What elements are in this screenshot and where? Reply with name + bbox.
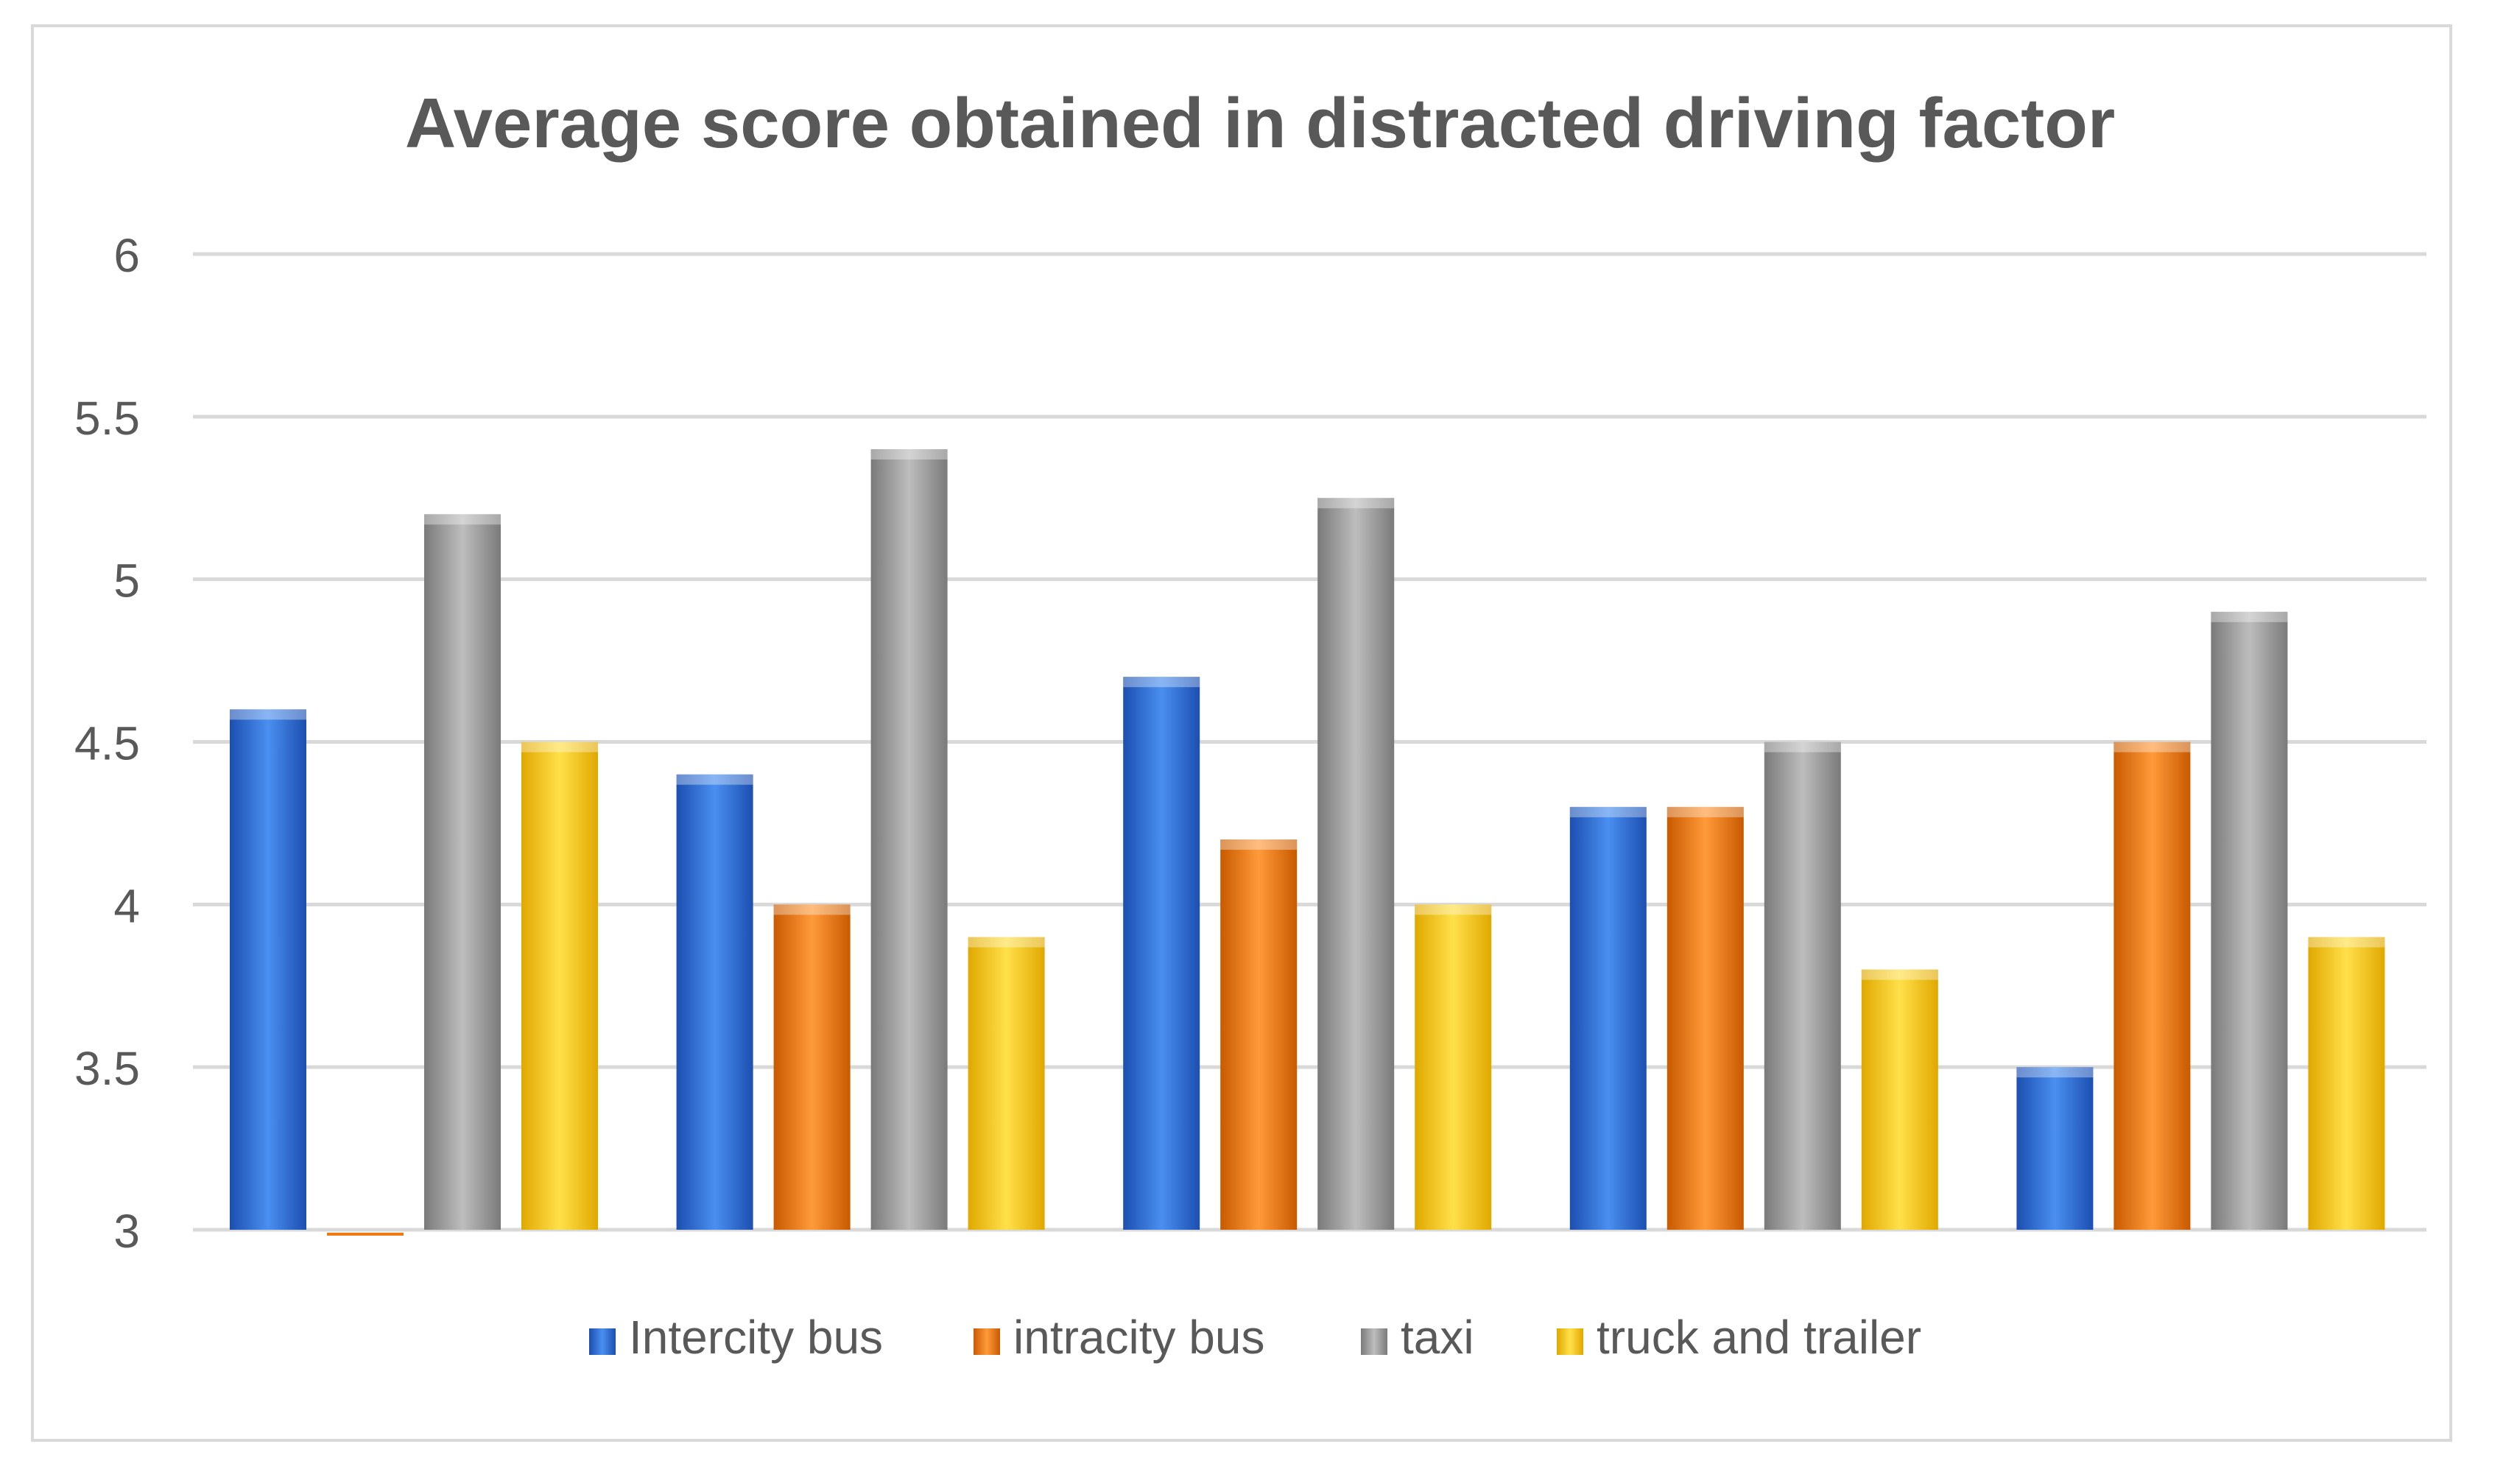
y-tick-label: 3.5 (74, 1042, 140, 1095)
bar-top-highlight (230, 709, 306, 720)
bar-intracity-bus (773, 904, 851, 1230)
legend: Intercity bus intracity bus taxi truck and … (589, 1311, 1921, 1364)
chart-title: Average score obtained in distracted dri… (405, 84, 2115, 163)
legend-label: truck and trailer (1597, 1311, 1921, 1364)
bar-top-highlight (1569, 806, 1647, 817)
bar-top-highlight (2016, 1067, 2094, 1078)
bar-truck-and-trailer (1415, 904, 1492, 1230)
bar-top-highlight (968, 937, 1045, 948)
bar-taxi (2211, 611, 2288, 1230)
bar-intercity-bus (230, 709, 306, 1230)
bar-top-highlight (1220, 839, 1298, 850)
bar-intercity-bus (2016, 1067, 2094, 1230)
legend-swatch (589, 1328, 616, 1355)
legend-label: Intercity bus (629, 1311, 883, 1364)
y-axis-tick-labels: 3 3.5 4 4.5 5 5.5 6 (74, 229, 140, 1258)
bar-top-highlight (1861, 969, 1938, 980)
bar-top-highlight (870, 449, 948, 459)
bars (230, 449, 2385, 1236)
y-tick-label: 6 (113, 229, 140, 282)
bar-truck-and-trailer (2308, 937, 2385, 1230)
bar-top-highlight (2308, 937, 2385, 948)
bar-intercity-bus (1569, 806, 1647, 1230)
y-tick-label: 4.5 (74, 717, 140, 770)
legend-label: taxi (1401, 1311, 1474, 1364)
bar-intracity-bus (1220, 839, 1298, 1230)
bar-taxi (1764, 742, 1841, 1230)
legend-swatch (1557, 1328, 1583, 1355)
bar-top-highlight (2114, 742, 2191, 753)
bar-top-highlight (1415, 904, 1492, 915)
bar-intercity-bus (676, 774, 753, 1230)
bar-top-highlight (1764, 742, 1841, 753)
bar-intercity-bus (1123, 677, 1200, 1230)
bar-taxi (1317, 498, 1395, 1230)
bar-top-highlight (424, 514, 501, 525)
bar-taxi (424, 514, 501, 1230)
bar-top-highlight (1123, 677, 1200, 688)
legend-label: intracity bus (1013, 1311, 1264, 1364)
y-tick-label: 3 (113, 1205, 140, 1258)
bar-truck-and-trailer (1861, 969, 1938, 1230)
bar-intracity-bus (1666, 806, 1744, 1230)
bar-taxi (870, 449, 948, 1230)
legend-swatch (1361, 1328, 1387, 1355)
bar-top-highlight (521, 742, 598, 753)
bar-truck-and-trailer (968, 937, 1045, 1230)
bar-top-highlight (676, 774, 753, 785)
y-tick-label: 5.5 (74, 392, 140, 445)
bar-intracity-bus (2114, 742, 2191, 1230)
legend-swatch (974, 1328, 1000, 1355)
bar-top-highlight (1666, 806, 1744, 817)
y-tick-label: 5 (113, 554, 140, 608)
bar-top-highlight (2211, 611, 2288, 622)
bar-top-highlight (773, 904, 851, 915)
bar-top-highlight (1317, 498, 1395, 509)
y-tick-label: 4 (113, 879, 140, 932)
bar-truck-and-trailer (521, 742, 598, 1230)
